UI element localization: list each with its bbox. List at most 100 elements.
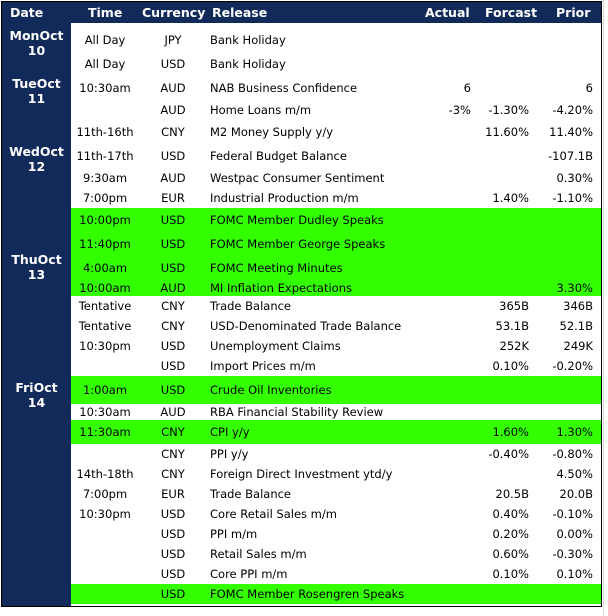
- event-actual: [371, 120, 471, 144]
- event-release: Retail Sales m/m: [210, 547, 307, 561]
- date-number: 11: [27, 91, 46, 106]
- event-row: AUD Home Loans m/m -3% -1.30% -4.20%: [71, 100, 601, 120]
- event-prior: -0.80%: [552, 447, 593, 461]
- event-time: 10:00am: [79, 281, 131, 295]
- event-release: Crude Oil Inventories: [210, 383, 332, 397]
- event-currency: USD: [160, 587, 186, 601]
- event-release: Bank Holiday: [210, 57, 286, 71]
- event-time: 9:30am: [82, 171, 128, 185]
- event-forecast: 0.20%: [492, 527, 529, 541]
- event-actual: [371, 168, 471, 188]
- event-prior: -107.1B: [548, 149, 593, 163]
- event-prior: [529, 404, 593, 420]
- event-currency: JPY: [164, 33, 182, 47]
- event-forecast: [471, 28, 529, 52]
- header-time: Time: [88, 5, 123, 20]
- event-prior: 0.00%: [556, 527, 593, 541]
- event-forecast: 0.40%: [492, 507, 529, 521]
- event-actual: [371, 544, 471, 564]
- event-time: 11th-16th: [76, 125, 134, 139]
- event-time: 10:00pm: [79, 213, 131, 227]
- event-forecast: 0.60%: [492, 547, 529, 561]
- event-prior: [529, 208, 593, 232]
- event-prior: 52.1B: [559, 319, 594, 333]
- event-row: 11th-17th USD Federal Budget Balance -107.1…: [71, 144, 601, 168]
- event-actual: [371, 256, 471, 280]
- event-prior: -0.30%: [552, 547, 593, 561]
- event-time: 10:30am: [79, 405, 131, 419]
- event-forecast: [471, 52, 529, 76]
- event-row: USD Core PPI m/m 0.10% 0.10%: [71, 564, 601, 584]
- event-row: 7:00pm EUR Trade Balance 20.5B 20.0B: [71, 484, 601, 504]
- event-release: Trade Balance: [210, 487, 292, 501]
- event-release: Federal Budget Balance: [210, 149, 347, 163]
- event-release: Foreign Direct Investment ytd/y: [210, 467, 393, 481]
- date-label: MonOct 10: [2, 28, 71, 58]
- event-forecast: [471, 464, 529, 484]
- date-number: 13: [27, 267, 46, 282]
- date-label: ThuOct 13: [2, 252, 71, 282]
- event-time: 7:00pm: [82, 191, 128, 205]
- event-actual: [371, 524, 471, 544]
- event-prior: 0.30%: [556, 171, 593, 185]
- event-actual: [371, 144, 471, 168]
- event-forecast: [471, 280, 529, 296]
- event-forecast: 252K: [499, 339, 530, 353]
- event-row: 7:00pm EUR Industrial Production m/m 1.40% -…: [71, 188, 601, 208]
- event-time: Tentative: [78, 319, 132, 333]
- event-time: 10:30pm: [79, 339, 131, 353]
- event-currency: USD: [160, 237, 186, 251]
- event-forecast: 0.10%: [492, 567, 529, 581]
- event-actual: [371, 280, 471, 296]
- date-label: FriOct 14: [2, 380, 71, 410]
- date-label: WedOct 12: [2, 144, 71, 174]
- event-currency: EUR: [161, 487, 185, 501]
- event-row: 10:30pm USD Unemployment Claims 252K 249K: [71, 336, 601, 356]
- event-row: 9:30am AUD Westpac Consumer Sentiment 0.30%: [71, 168, 601, 188]
- date-number: 14: [27, 395, 46, 410]
- event-currency: USD: [160, 383, 186, 397]
- event-prior: 11.40%: [549, 125, 593, 139]
- event-prior: 0.10%: [556, 567, 593, 581]
- event-time: 11:30am: [79, 425, 131, 439]
- header-forecast: Forcast: [485, 5, 538, 20]
- event-prior: -0.10%: [552, 507, 593, 521]
- event-time: 4:00am: [82, 261, 128, 275]
- event-release: Home Loans m/m: [210, 103, 312, 117]
- event-row: USD PPI m/m 0.20% 0.00%: [71, 524, 601, 544]
- event-actual: [371, 504, 471, 524]
- event-currency: USD: [160, 213, 186, 227]
- event-time: 7:00pm: [82, 487, 128, 501]
- event-actual: [371, 376, 471, 404]
- event-row: CNY PPI y/y -0.40% -0.80%: [71, 444, 601, 464]
- event-actual: [371, 232, 471, 256]
- event-forecast: 365B: [499, 299, 529, 313]
- event-actual: [371, 444, 471, 464]
- grid-line: [603, 0, 604, 616]
- event-time: [71, 544, 139, 564]
- event-actual: [371, 484, 471, 504]
- event-row: 1:00am USD Crude Oil Inventories: [71, 376, 601, 404]
- event-forecast: 1.40%: [492, 191, 529, 205]
- event-actual: [371, 356, 471, 376]
- event-currency: USD: [160, 359, 186, 373]
- event-time: [71, 564, 139, 584]
- event-currency: USD: [160, 57, 186, 71]
- header-row: Date Time Currency Release Actual Forcas…: [2, 2, 601, 23]
- event-forecast: 11.60%: [485, 125, 529, 139]
- date-day: TueOct: [12, 76, 61, 91]
- event-row: USD Import Prices m/m 0.10% -0.20%: [71, 356, 601, 376]
- event-release: M2 Money Supply y/y: [210, 125, 334, 139]
- event-actual: [371, 28, 471, 52]
- event-release: FOMC Member George Speaks: [210, 237, 386, 251]
- event-release: USD-Denominated Trade Balance: [210, 319, 402, 333]
- event-forecast: 53.1B: [495, 319, 530, 333]
- event-time: 10:30am: [79, 81, 131, 95]
- event-row: All Day USD Bank Holiday: [71, 52, 601, 76]
- event-actual: [371, 564, 471, 584]
- event-row: 4:00am USD FOMC Meeting Minutes: [71, 256, 601, 280]
- event-actual: [371, 208, 471, 232]
- event-prior: [529, 232, 593, 256]
- event-prior: [529, 52, 593, 76]
